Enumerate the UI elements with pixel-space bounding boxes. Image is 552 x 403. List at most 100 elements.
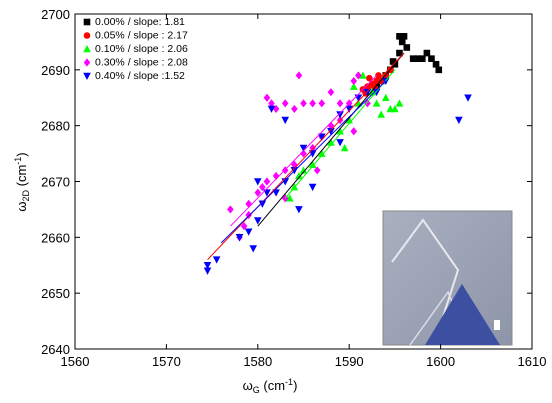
legend-label: 0.40% / slope :1.52 — [95, 70, 185, 82]
data-point — [203, 267, 212, 275]
data-point — [336, 127, 344, 135]
data-point — [423, 49, 431, 57]
legend-label: 0.10% / slope : 2.06 — [95, 43, 188, 55]
data-point — [309, 99, 316, 108]
y-tick-label: 2660 — [41, 230, 70, 245]
data-point — [364, 99, 371, 108]
data-point — [254, 188, 262, 197]
data-point — [308, 150, 317, 158]
data-point — [203, 261, 212, 270]
data-point — [359, 71, 367, 79]
data-point — [373, 77, 380, 85]
data-point — [327, 138, 335, 146]
data-point — [259, 182, 266, 192]
fit-line — [257, 52, 405, 227]
data-point — [258, 200, 267, 208]
data-point — [372, 88, 381, 97]
y-tick-label: 2670 — [41, 175, 70, 190]
data-point — [309, 143, 316, 153]
data-point — [240, 222, 248, 231]
data-point — [308, 183, 317, 192]
y-axis-label: ω2D (cm-1) — [13, 152, 31, 211]
y-tick-label: 2690 — [41, 63, 70, 78]
fit-line — [284, 69, 396, 199]
data-point — [254, 178, 262, 186]
data-point — [349, 82, 358, 90]
x-tick-label: 1610 — [518, 354, 547, 369]
data-point — [313, 166, 321, 175]
data-point — [419, 55, 426, 62]
data-point — [396, 49, 403, 57]
data-point — [400, 33, 408, 40]
data-point — [327, 127, 335, 136]
data-point — [317, 149, 326, 157]
data-point — [300, 99, 307, 108]
data-point — [350, 127, 358, 136]
data-point — [299, 166, 308, 174]
data-point — [327, 88, 335, 97]
data-point — [263, 189, 271, 197]
legend-label: 0.00% / slope: 1.81 — [95, 16, 185, 28]
data-point — [295, 206, 303, 214]
data-point — [435, 66, 443, 74]
data-point — [350, 76, 358, 86]
data-point — [336, 139, 344, 147]
data-point — [372, 99, 381, 107]
x-tick-label: 1600 — [426, 354, 455, 369]
fit-line — [207, 52, 405, 261]
data-point — [455, 116, 463, 125]
legend-marker — [83, 72, 91, 80]
x-tick-label: 1560 — [61, 354, 90, 369]
data-point — [254, 217, 262, 225]
data-point — [295, 171, 303, 180]
data-point — [409, 55, 417, 62]
data-point — [336, 99, 344, 108]
x-tick-label: 1590 — [335, 354, 364, 369]
data-point — [212, 256, 221, 264]
y-tick-label: 2650 — [41, 286, 70, 301]
data-point — [263, 93, 271, 102]
data-point — [317, 133, 326, 141]
legend-marker — [83, 32, 91, 39]
data-point — [281, 99, 289, 108]
inset-image — [382, 210, 513, 346]
legend-label: 0.30% / slope : 2.08 — [95, 56, 188, 68]
data-point — [244, 228, 253, 236]
legend-marker — [83, 45, 91, 53]
data-point — [395, 99, 404, 107]
data-point — [391, 104, 399, 113]
data-point — [396, 33, 403, 40]
data-point — [291, 104, 298, 114]
data-point — [263, 177, 271, 186]
data-point — [355, 71, 362, 80]
data-point — [290, 183, 299, 191]
data-point — [268, 99, 275, 108]
data-point — [249, 245, 258, 253]
data-point — [235, 234, 244, 242]
data-point — [291, 160, 298, 169]
data-point — [375, 72, 382, 79]
data-point — [428, 55, 435, 62]
y-tick-label: 2640 — [41, 342, 70, 357]
y-tick-label: 2680 — [41, 119, 70, 134]
data-point — [389, 58, 397, 65]
data-point — [295, 71, 303, 80]
data-point — [308, 160, 317, 169]
data-point — [381, 93, 390, 102]
data-point — [345, 105, 353, 113]
fit-line — [230, 75, 377, 227]
y-tick-label: 2700 — [41, 7, 70, 22]
data-point — [366, 74, 373, 82]
legend-marker — [83, 18, 91, 26]
data-point — [363, 88, 372, 97]
data-point — [432, 60, 440, 68]
data-point — [336, 111, 344, 119]
data-point — [318, 99, 326, 108]
data-point — [398, 38, 406, 46]
data-point — [377, 110, 385, 118]
fit-line — [220, 80, 387, 244]
data-point — [299, 144, 308, 152]
data-point — [267, 105, 276, 113]
x-tick-label: 1570 — [152, 354, 181, 369]
